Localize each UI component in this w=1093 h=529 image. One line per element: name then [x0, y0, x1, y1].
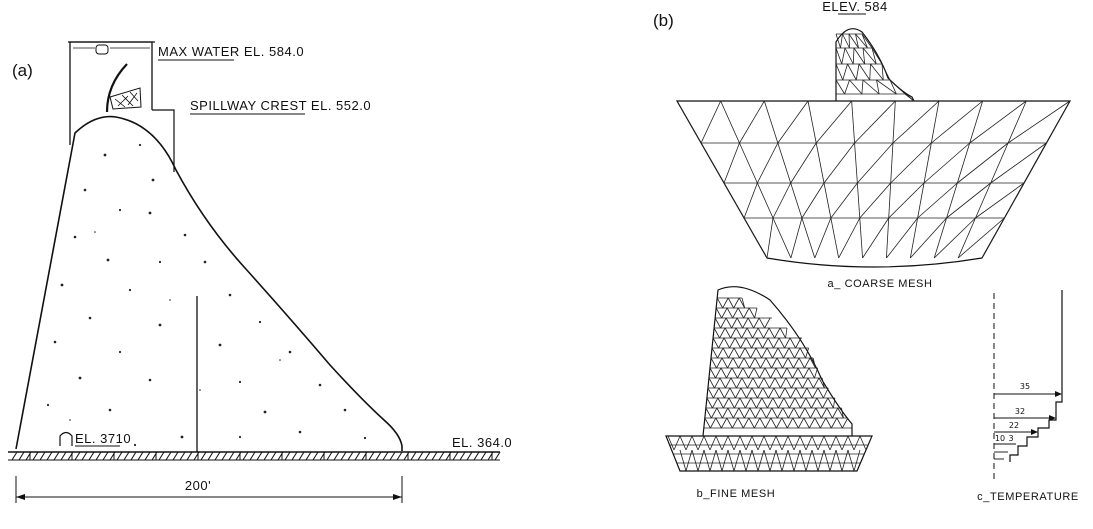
panel-a: (a) [8, 41, 512, 503]
coarse-mesh [675, 28, 1072, 268]
spillway-crest-label: SPILLWAY CREST EL. 552.0 [190, 98, 371, 113]
gallery-opening [59, 431, 73, 446]
temp-value-35: 35 [1020, 382, 1030, 391]
concrete-stippling [46, 143, 367, 447]
panel-b-label: (b) [653, 11, 674, 30]
panel-a-label: (a) [12, 61, 33, 80]
gallery-elevation-label: EL. 3710 [75, 431, 131, 446]
width-dimension-label: 200' [185, 478, 211, 493]
temperature-profile [993, 290, 1063, 480]
temp-value-22: 22 [1009, 421, 1019, 430]
max-water-label: MAX WATER EL. 584.0 [158, 44, 304, 59]
temp-value-10: 10 [995, 434, 1005, 443]
temp-value-32: 32 [1015, 407, 1025, 416]
panel-b: (b) ELEV. 584 a_ COARSE MESH b_FINE MESH [653, 0, 1079, 503]
fine-mesh-caption: b_FINE MESH [697, 488, 776, 500]
dam-body [15, 115, 403, 451]
gate-pier [68, 41, 155, 145]
temp-value-3: 3 [1008, 434, 1013, 443]
temperature-caption: c_TEMPERATURE [977, 491, 1079, 503]
fine-mesh [665, 286, 873, 472]
elevation-label: ELEV. 584 [822, 0, 887, 14]
radial-gate [105, 63, 142, 113]
foundation-ground [8, 451, 501, 461]
foundation-elevation-label: EL. 364.0 [452, 435, 512, 450]
width-dimension [15, 476, 403, 503]
coarse-mesh-caption: a_ COARSE MESH [828, 278, 933, 290]
